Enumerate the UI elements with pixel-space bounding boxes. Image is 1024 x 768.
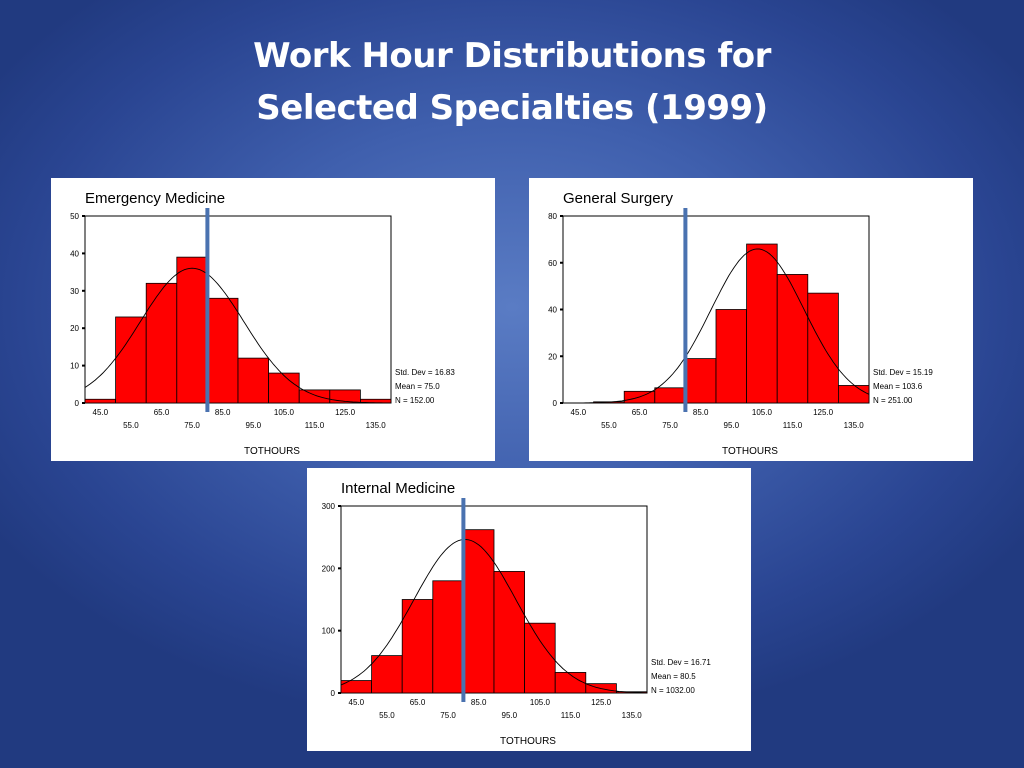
x-tick-label: 105.0 — [274, 408, 295, 417]
x-tick-label: 95.0 — [246, 421, 262, 430]
slide-title: Work Hour Distributions for Selected Spe… — [0, 30, 1024, 134]
histogram-bar — [371, 655, 403, 694]
histogram-bar — [807, 292, 839, 404]
histogram-bar — [554, 672, 587, 694]
histogram-bar — [746, 243, 778, 404]
x-tick-label: 75.0 — [440, 711, 456, 720]
stats-text: Mean = 80.5 — [651, 672, 696, 681]
x-tick-label: 55.0 — [123, 421, 139, 430]
stats-text: Mean = 103.6 — [873, 382, 923, 391]
histogram-emergency-medicine: Emergency Medicine 0 10 20 30 40 50 45.0 65.0 85.… — [70, 190, 455, 457]
x-tick-label: 105.0 — [530, 698, 551, 707]
histogram-general-surgery: General Surgery 0 20 40 60 80 45.0 65.0 85.0 105.… — [548, 190, 933, 457]
slide-title-line1: Work Hour Distributions for — [253, 36, 771, 76]
x-tick-label: 125.0 — [335, 408, 356, 417]
x-axis-label: TOTHOURS — [722, 446, 778, 457]
histogram-bar — [837, 385, 870, 404]
y-tick-label: 100 — [322, 627, 336, 636]
x-tick-label: 85.0 — [215, 408, 231, 417]
histogram-bar — [715, 309, 748, 404]
x-tick-label: 75.0 — [184, 421, 200, 430]
x-tick-label: 115.0 — [561, 711, 581, 720]
histogram-bar — [176, 256, 208, 404]
slide-title-line2: Selected Specialties (1999) — [256, 88, 768, 128]
y-tick-label: 60 — [548, 259, 557, 268]
histogram-bar — [268, 372, 300, 404]
x-tick-label: 135.0 — [844, 421, 865, 430]
histogram-bar — [401, 599, 434, 694]
histogram-bar — [237, 357, 270, 404]
x-tick-label: 115.0 — [305, 421, 325, 430]
stats-text: N = 152.00 — [395, 396, 435, 405]
histogram-bar — [298, 389, 331, 404]
y-tick-label: 30 — [70, 287, 79, 296]
y-tick-label: 40 — [70, 249, 79, 258]
histogram-bar — [115, 316, 147, 404]
stats-text: N = 1032.00 — [651, 686, 695, 695]
x-tick-label: 55.0 — [601, 421, 617, 430]
stats-text: Mean = 75.0 — [395, 382, 440, 391]
chart-panel-emergency-medicine: Emergency Medicine 0 10 20 30 40 50 45.0 65.0 85.… — [51, 178, 495, 461]
x-tick-label: 135.0 — [366, 421, 387, 430]
y-tick-label: 20 — [548, 352, 557, 361]
y-tick-label: 0 — [331, 689, 336, 698]
x-tick-label: 125.0 — [591, 698, 612, 707]
chart-title: Internal Medicine — [341, 480, 455, 497]
histogram-bar — [776, 274, 809, 404]
x-tick-label: 115.0 — [783, 421, 803, 430]
x-tick-label: 45.0 — [93, 408, 109, 417]
normal-curve — [340, 539, 647, 694]
x-axis-label: TOTHOURS — [500, 736, 556, 747]
histogram-bar — [654, 387, 686, 404]
stats-text: Std. Dev = 15.19 — [873, 368, 933, 377]
histogram-bar — [524, 622, 556, 694]
stats-text: Std. Dev = 16.71 — [651, 658, 711, 667]
chart-panel-general-surgery: General Surgery 0 20 40 60 80 45.0 65.0 85.0 105.… — [529, 178, 973, 461]
x-tick-label: 65.0 — [632, 408, 648, 417]
x-tick-label: 85.0 — [471, 698, 487, 707]
y-tick-label: 80 — [548, 212, 557, 221]
histogram-bar — [84, 398, 117, 404]
x-tick-label: 95.0 — [502, 711, 518, 720]
histogram-bar — [206, 297, 239, 404]
chart-panel-internal-medicine: Internal Medicine 0 100 200 300 45.0 65.0 85.0 1… — [307, 468, 751, 751]
y-tick-label: 50 — [70, 212, 79, 221]
x-tick-label: 95.0 — [724, 421, 740, 430]
histogram-bar — [145, 282, 178, 404]
y-tick-label: 10 — [70, 362, 79, 371]
chart-title: Emergency Medicine — [85, 190, 225, 207]
y-tick-label: 40 — [548, 306, 557, 315]
x-tick-label: 65.0 — [154, 408, 170, 417]
histogram-bar — [462, 529, 495, 694]
normal-curve — [563, 248, 870, 404]
histogram-bar — [432, 580, 464, 694]
x-tick-label: 135.0 — [622, 711, 643, 720]
x-tick-label: 45.0 — [571, 408, 587, 417]
y-tick-label: 20 — [70, 324, 79, 333]
x-tick-label: 125.0 — [813, 408, 834, 417]
y-tick-label: 300 — [322, 502, 336, 511]
x-tick-label: 45.0 — [349, 698, 365, 707]
x-tick-label: 105.0 — [752, 408, 773, 417]
y-tick-label: 200 — [322, 564, 336, 573]
y-tick-label: 0 — [75, 399, 80, 408]
chart-title: General Surgery — [563, 190, 674, 207]
x-axis-label: TOTHOURS — [244, 446, 300, 457]
histogram-internal-medicine: Internal Medicine 0 100 200 300 45.0 65.0 85.0 1… — [322, 480, 712, 747]
x-tick-label: 55.0 — [379, 711, 395, 720]
x-tick-label: 75.0 — [662, 421, 678, 430]
histogram-bar — [329, 389, 361, 404]
y-tick-label: 0 — [553, 399, 558, 408]
stats-text: Std. Dev = 16.83 — [395, 368, 455, 377]
x-tick-label: 65.0 — [410, 698, 426, 707]
x-tick-label: 85.0 — [693, 408, 709, 417]
histogram-bar — [340, 680, 373, 694]
stats-text: N = 251.00 — [873, 396, 913, 405]
histogram-bar — [684, 358, 717, 404]
normal-curve — [84, 267, 391, 404]
histogram-bar — [493, 571, 526, 694]
